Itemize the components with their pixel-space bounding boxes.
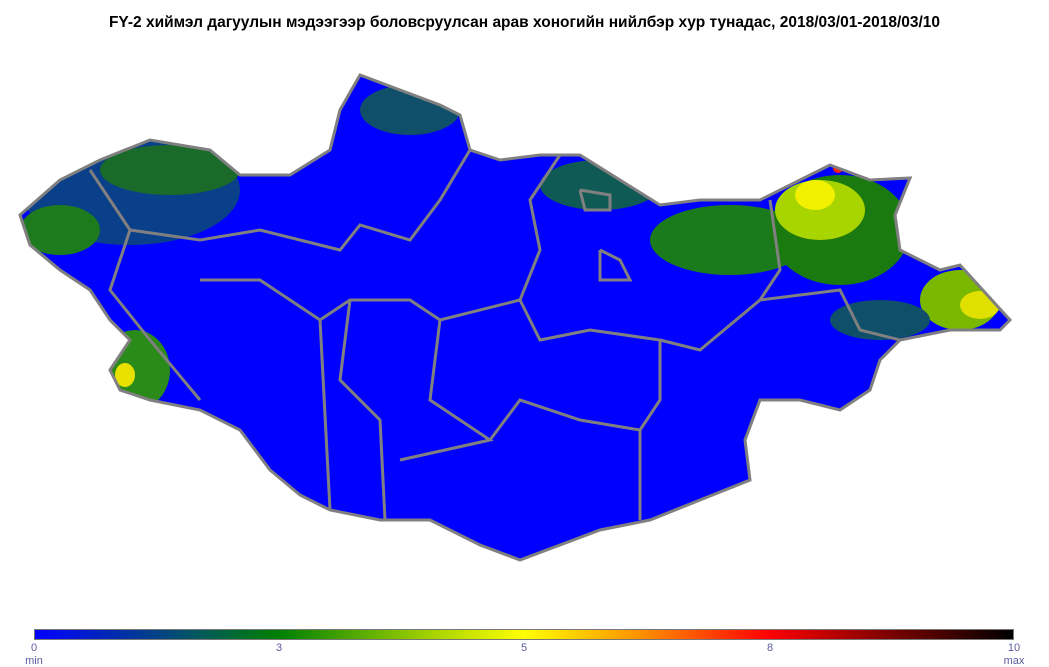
colorbar-max-label: max <box>1003 655 1025 667</box>
border-west <box>88 169 202 401</box>
colorbar <box>34 629 1014 640</box>
colorbar-tick: 0 <box>30 642 38 654</box>
colorbar-tick: 5 <box>520 642 528 654</box>
west-green-area <box>20 205 100 255</box>
map-title: FY-2 хиймэл дагуулын мэдээгээр боловсруу… <box>108 14 941 31</box>
border-dundgobi <box>488 398 642 520</box>
border-uvurkhangai <box>399 319 494 462</box>
colorbar-tick: 8 <box>766 642 774 654</box>
border-sukhbaatar <box>759 288 901 342</box>
nw-green-area <box>100 145 240 195</box>
east-yellow-area <box>960 291 1000 319</box>
border-darkhan <box>578 188 612 212</box>
ne-yellow-area <box>795 180 835 210</box>
border-tuv <box>518 299 662 431</box>
border-city <box>598 248 633 282</box>
border-north-west <box>129 149 472 252</box>
country-border <box>18 73 1013 562</box>
border-gobi-altai <box>318 319 332 511</box>
province-borders <box>18 73 1013 562</box>
colorbar-tick: 3 <box>275 642 283 654</box>
precipitation-map <box>18 73 1013 562</box>
border-bayankhongor <box>338 299 387 521</box>
colorbar-tick: 10 <box>1007 642 1021 654</box>
border-central <box>200 154 562 322</box>
ne-green-area <box>650 205 810 275</box>
colorbar-min-label: min <box>25 655 43 667</box>
sw-yellow-spot <box>115 363 135 387</box>
east-moderate-area <box>830 300 930 340</box>
